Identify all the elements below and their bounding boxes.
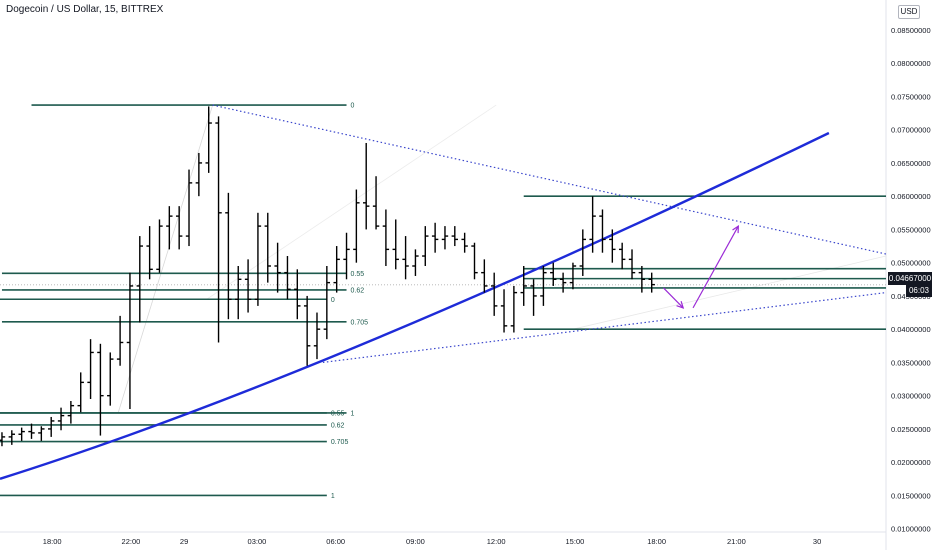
- x-tick-label: 22:00: [122, 537, 141, 546]
- y-tick-label: 0.01500000: [891, 491, 931, 500]
- bar-countdown-tag: 06:03: [906, 285, 932, 297]
- projection-arrow-up: [692, 225, 739, 309]
- y-tick-label: 0.02500000: [891, 425, 931, 434]
- x-tick-label: 03:00: [248, 537, 267, 546]
- x-tick-label: 09:00: [406, 537, 425, 546]
- fib-level-label: 0: [331, 297, 335, 304]
- x-tick-label: 06:00: [326, 537, 345, 546]
- fib-level-label: 1: [331, 493, 335, 500]
- fib-level-label: 0.705: [331, 439, 349, 446]
- y-tick-label: 0.01000000: [891, 525, 931, 534]
- y-tick-label: 0.08500000: [891, 26, 931, 35]
- fib-diagonal: [117, 104, 214, 414]
- chart-title: Dogecoin / US Dollar, 15, BITTREX: [6, 4, 164, 15]
- y-tick-label: 0.06000000: [891, 192, 931, 201]
- currency-badge[interactable]: USD: [898, 5, 920, 19]
- y-tick-label: 0.02000000: [891, 458, 931, 467]
- fib-diagonal: [206, 104, 497, 300]
- trend-line: [0, 131, 830, 480]
- projection-arrow-up-head: [732, 224, 739, 234]
- fib-level-label: 0.62: [351, 287, 365, 294]
- x-tick-label: 12:00: [487, 537, 506, 546]
- x-tick-label: 18:00: [43, 537, 62, 546]
- y-tick-label: 0.07000000: [891, 126, 931, 135]
- triangle-upper-line: [212, 104, 887, 255]
- last-price-tag: 0.04667000: [888, 272, 932, 285]
- y-tick-label: 0.03000000: [891, 392, 931, 401]
- y-tick-label: 0.07500000: [891, 92, 931, 101]
- y-tick-label: 0.05000000: [891, 259, 931, 268]
- fib-level-label: 0.55: [331, 410, 345, 417]
- x-tick-label: 18:00: [647, 537, 666, 546]
- fib-level-label: 0.55: [351, 271, 365, 278]
- fib-diagonal: [572, 255, 887, 330]
- x-tick-label: 30: [813, 537, 821, 546]
- y-tick-label: 0.04000000: [891, 325, 931, 334]
- fib-level-label: 0: [351, 103, 355, 110]
- x-tick-label: 29: [180, 537, 188, 546]
- triangle-lower-line: [322, 292, 887, 364]
- x-tick-label: 15:00: [566, 537, 585, 546]
- projection-arrow-down: [663, 287, 684, 309]
- fib-level-label: 0.705: [351, 319, 369, 326]
- y-tick-label: 0.08000000: [891, 59, 931, 68]
- y-tick-label: 0.06500000: [891, 159, 931, 168]
- fib-level-label: 1: [351, 410, 355, 417]
- y-tick-label: 0.03500000: [891, 358, 931, 367]
- projection-arrow-down-head: [676, 301, 685, 309]
- x-tick-label: 21:00: [727, 537, 746, 546]
- fib-level-label: 0.62: [331, 422, 345, 429]
- y-tick-label: 0.05500000: [891, 225, 931, 234]
